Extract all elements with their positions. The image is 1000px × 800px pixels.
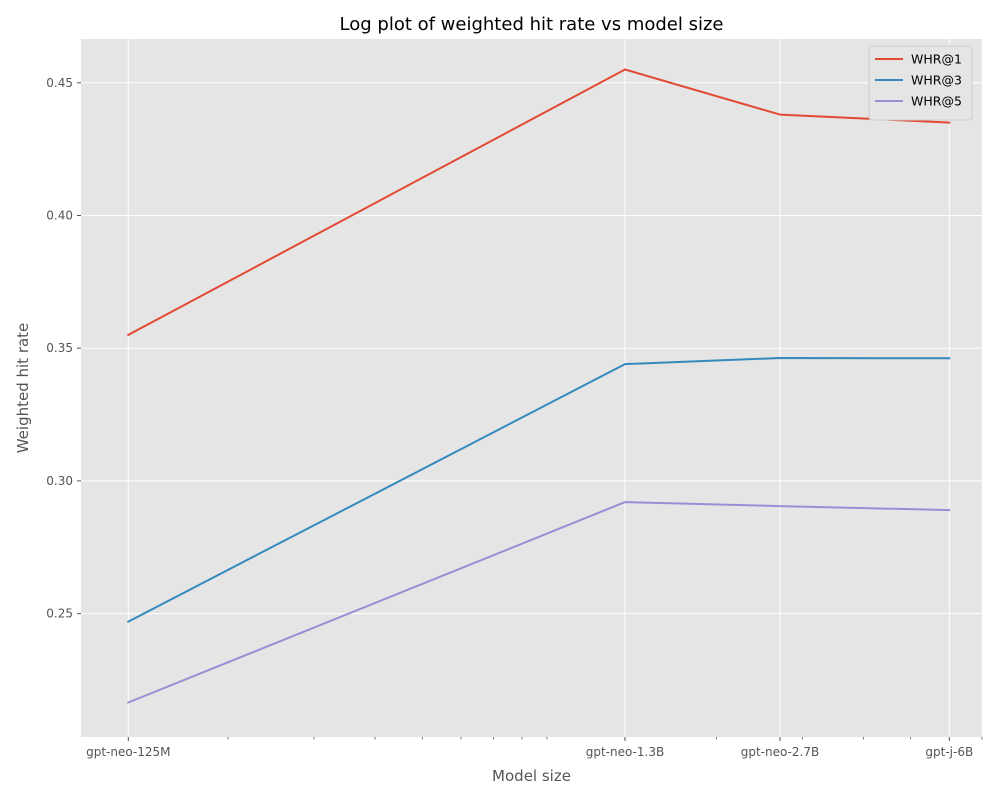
y-tick-label: 0.30 bbox=[46, 474, 73, 488]
x-tick-label: gpt-neo-2.7B bbox=[741, 745, 819, 759]
x-tick-label: gpt-neo-125M bbox=[86, 745, 170, 759]
grid bbox=[81, 39, 982, 737]
series-line-whr-3 bbox=[126, 357, 951, 623]
x-axis-label: Model size bbox=[492, 767, 571, 785]
legend-entry-label: WHR@1 bbox=[911, 52, 962, 67]
y-tick-label: 0.35 bbox=[46, 341, 73, 355]
legend-entry-label: WHR@3 bbox=[911, 73, 962, 88]
series-line-whr-5 bbox=[126, 501, 951, 704]
x-tick-label: gpt-neo-1.3B bbox=[586, 745, 664, 759]
y-axis-label: Weighted hit rate bbox=[14, 323, 32, 454]
series-line-whr-1 bbox=[126, 68, 951, 337]
x-tick-label: gpt-j-6B bbox=[925, 745, 973, 759]
y-tick-label: 0.45 bbox=[46, 76, 73, 90]
y-tick-label: 0.25 bbox=[46, 607, 73, 621]
legend-entry-label: WHR@5 bbox=[911, 94, 962, 109]
series-layer bbox=[126, 68, 951, 704]
plot-area bbox=[81, 39, 982, 737]
chart-title: Log plot of weighted hit rate vs model s… bbox=[340, 14, 724, 35]
legend: WHR@1 WHR@3 WHR@5 bbox=[868, 45, 973, 121]
y-tick-label: 0.40 bbox=[46, 208, 73, 222]
axis-ticks: 0.25 0.30 0.35 0.40 0.45 gpt-neo-125M gpt-neo-… bbox=[46, 76, 983, 759]
